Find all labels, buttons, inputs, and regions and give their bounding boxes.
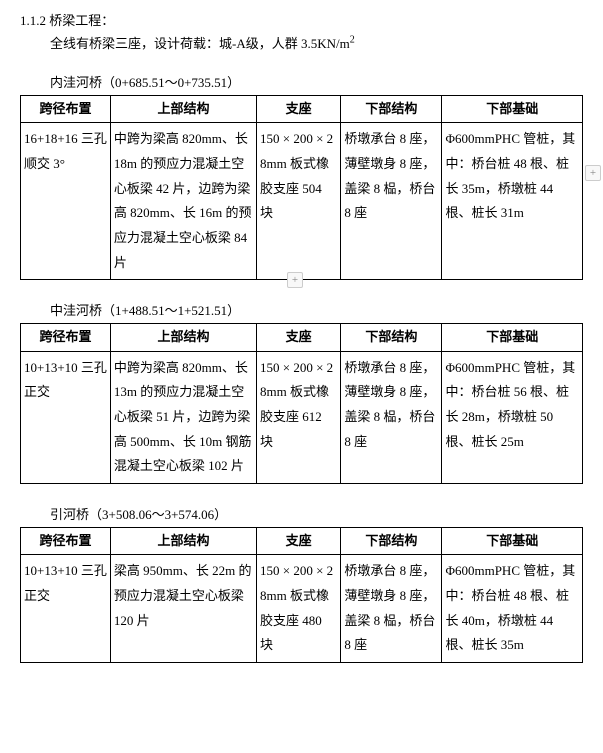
cell-bearing: 150 × 200 × 28mm 板式橡胶支座 612 块: [257, 351, 341, 483]
header-span: 跨径布置: [21, 527, 111, 554]
subtitle-sup: 2: [350, 35, 355, 46]
header-foundation: 下部基础: [442, 96, 583, 123]
cell-lower: 桥墩承台 8 座，薄壁墩身 8 座，盖梁 8 榀，桥台 8 座: [341, 555, 442, 663]
cell-foundation: Φ600mmPHC 管桩，其中：桥台桩 56 根、桩长 28m，桥墩桩 50 根…: [442, 351, 583, 483]
header-foundation: 下部基础: [442, 324, 583, 351]
table-header-row: 跨径布置 上部结构 支座 下部结构 下部基础: [21, 324, 583, 351]
bridge-table-2: 跨径布置 上部结构 支座 下部结构 下部基础 10+13+10 三孔正交 中跨为…: [20, 323, 583, 484]
header-upper: 上部结构: [110, 96, 256, 123]
header-lower: 下部结构: [341, 324, 442, 351]
cell-foundation: Φ600mmPHC 管桩，其中：桥台桩 48 根、桩长 40m，桥墩桩 44 根…: [442, 555, 583, 663]
header-lower: 下部结构: [341, 96, 442, 123]
bridge-name-2: 中洼河桥（1+488.51～1+521.51）: [50, 300, 583, 319]
cell-upper: 梁高 950mm、长 22m 的预应力混凝土空心板梁 120 片: [110, 555, 256, 663]
subtitle-text: 全线有桥梁三座，设计荷载：城-A级，人群 3.5KN/m: [50, 36, 350, 51]
cell-span: 16+18+16 三孔顺交 3°: [21, 123, 111, 280]
cell-foundation: Φ600mmPHC 管桩，其中：桥台桩 48 根、桩长 35m，桥墩桩 44 根…: [442, 123, 583, 280]
table-wrapper-1: 跨径布置 上部结构 支座 下部结构 下部基础 16+18+16 三孔顺交 3° …: [20, 95, 583, 280]
plus-icon[interactable]: +: [287, 272, 303, 288]
header-bearing: 支座: [257, 96, 341, 123]
cell-bearing: 150 × 200 × 28mm 板式橡胶支座 480 块: [257, 555, 341, 663]
table-header-row: 跨径布置 上部结构 支座 下部结构 下部基础: [21, 527, 583, 554]
table-header-row: 跨径布置 上部结构 支座 下部结构 下部基础: [21, 96, 583, 123]
header-span: 跨径布置: [21, 324, 111, 351]
table-row: 16+18+16 三孔顺交 3° 中跨为梁高 820mm、长 18m 的预应力混…: [21, 123, 583, 280]
header-upper: 上部结构: [110, 527, 256, 554]
header-bearing: 支座: [257, 324, 341, 351]
cell-lower: 桥墩承台 8 座，薄壁墩身 8 座，盖梁 8 榀，桥台 8 座: [341, 123, 442, 280]
table-row: 10+13+10 三孔正交 中跨为梁高 820mm、长 13m 的预应力混凝土空…: [21, 351, 583, 483]
header-bearing: 支座: [257, 527, 341, 554]
cell-bearing: 150 × 200 × 28mm 板式橡胶支座 504 块: [257, 123, 341, 280]
bridge-table-1: 跨径布置 上部结构 支座 下部结构 下部基础 16+18+16 三孔顺交 3° …: [20, 95, 583, 280]
header-foundation: 下部基础: [442, 527, 583, 554]
bridge-table-3: 跨径布置 上部结构 支座 下部结构 下部基础 10+13+10 三孔正交 梁高 …: [20, 527, 583, 663]
subtitle: 全线有桥梁三座，设计荷载：城-A级，人群 3.5KN/m2: [50, 33, 583, 52]
table-row: 10+13+10 三孔正交 梁高 950mm、长 22m 的预应力混凝土空心板梁…: [21, 555, 583, 663]
cell-upper: 中跨为梁高 820mm、长 13m 的预应力混凝土空心板梁 51 片，边跨为梁高…: [110, 351, 256, 483]
header-lower: 下部结构: [341, 527, 442, 554]
header-span: 跨径布置: [21, 96, 111, 123]
bridge-name-3: 引河桥（3+508.06～3+574.06）: [50, 504, 583, 523]
bridge-name-1: 内洼河桥（0+685.51～0+735.51）: [50, 72, 583, 91]
section-title: 1.1.2 桥梁工程：: [20, 10, 583, 29]
cell-upper: 中跨为梁高 820mm、长 18m 的预应力混凝土空心板梁 42 片，边跨为梁高…: [110, 123, 256, 280]
table-wrapper-3: 跨径布置 上部结构 支座 下部结构 下部基础 10+13+10 三孔正交 梁高 …: [20, 527, 583, 663]
plus-icon[interactable]: +: [585, 165, 601, 181]
cell-span: 10+13+10 三孔正交: [21, 351, 111, 483]
cell-span: 10+13+10 三孔正交: [21, 555, 111, 663]
cell-lower: 桥墩承台 8 座，薄壁墩身 8 座，盖梁 8 榀，桥台 8 座: [341, 351, 442, 483]
table-wrapper-2: 跨径布置 上部结构 支座 下部结构 下部基础 10+13+10 三孔正交 中跨为…: [20, 323, 583, 484]
header-upper: 上部结构: [110, 324, 256, 351]
